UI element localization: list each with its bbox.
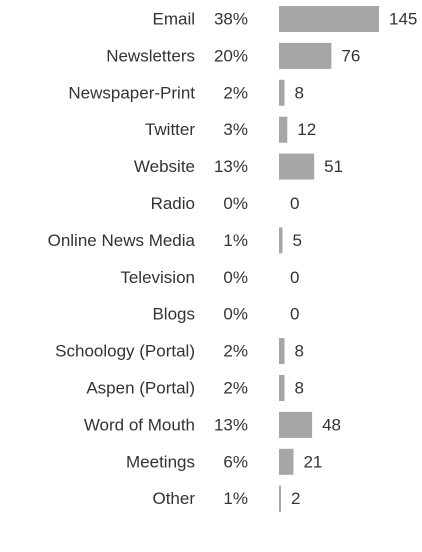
value-label: 0 — [290, 268, 299, 287]
bar — [279, 6, 379, 32]
bar — [279, 338, 285, 365]
percent-label: 2% — [223, 83, 248, 102]
bar — [279, 375, 285, 401]
category-label: Schoology (Portal) — [55, 342, 195, 361]
bar — [279, 448, 294, 475]
category-label: Aspen (Portal) — [86, 379, 195, 398]
bar — [279, 153, 315, 180]
percent-label: 1% — [223, 231, 248, 250]
percent-label: 3% — [223, 120, 248, 139]
category-label: Radio — [151, 194, 195, 213]
percent-label: 13% — [214, 415, 248, 434]
category-label: Television — [120, 268, 195, 287]
value-label: 8 — [295, 83, 304, 102]
value-label: 145 — [389, 10, 417, 29]
bar — [279, 485, 281, 512]
category-label: Other — [152, 489, 195, 508]
percent-label: 0% — [223, 268, 248, 287]
category-label: Online News Media — [48, 231, 196, 250]
category-label: Twitter — [145, 120, 195, 139]
value-label: 48 — [322, 415, 341, 434]
value-label: 0 — [290, 194, 299, 213]
value-label: 5 — [292, 231, 301, 250]
value-label: 12 — [297, 120, 316, 139]
percent-label: 1% — [223, 489, 248, 508]
percent-label: 2% — [223, 379, 248, 398]
value-label: 8 — [295, 379, 304, 398]
value-label: 21 — [303, 452, 322, 471]
value-label: 8 — [295, 342, 304, 361]
bar — [279, 411, 313, 438]
bar — [279, 227, 283, 254]
percent-label: 0% — [223, 305, 248, 324]
value-label: 76 — [341, 46, 360, 65]
category-label: Website — [134, 157, 195, 176]
value-label: 51 — [324, 157, 343, 176]
percent-label: 6% — [223, 452, 248, 471]
category-label: Blogs — [152, 305, 195, 324]
value-label: 2 — [291, 489, 300, 508]
category-label: Email — [152, 10, 195, 29]
bar — [279, 79, 285, 106]
bar — [279, 116, 288, 143]
percent-label: 38% — [214, 10, 248, 29]
value-label: 0 — [290, 305, 299, 324]
percent-label: 13% — [214, 157, 248, 176]
category-label: Meetings — [126, 452, 195, 471]
bar — [279, 42, 332, 69]
percent-label: 2% — [223, 342, 248, 361]
percent-label: 0% — [223, 194, 248, 213]
percent-label: 20% — [214, 46, 248, 65]
category-label: Newsletters — [106, 46, 195, 65]
category-label: Newspaper-Print — [68, 83, 195, 102]
category-label: Word of Mouth — [84, 415, 195, 434]
